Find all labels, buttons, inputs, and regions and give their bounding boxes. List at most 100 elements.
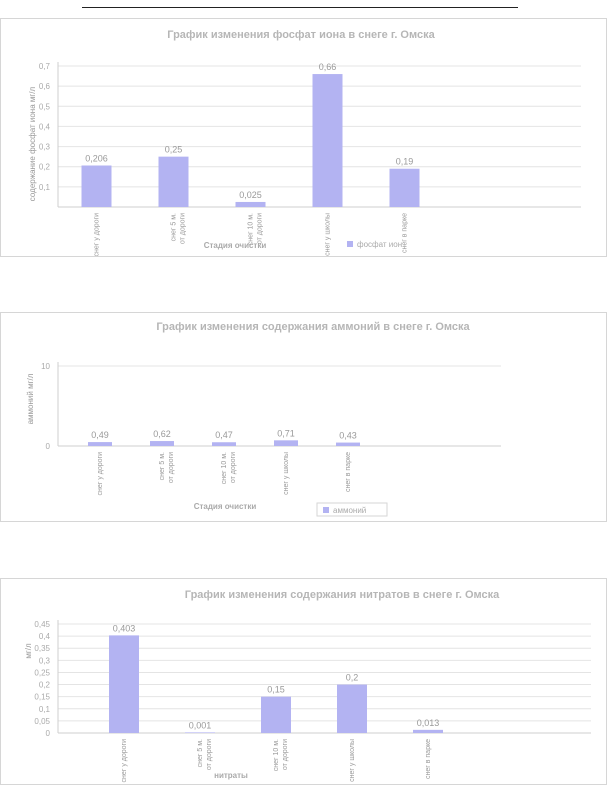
bar	[185, 732, 215, 733]
x-tick-label: снег у дороги	[121, 739, 128, 783]
x-tick-line: снег 10 м.	[248, 213, 255, 245]
y-tick-label: 0,1	[39, 705, 51, 714]
legend-box	[316, 502, 388, 517]
x-axis-title: нитраты	[214, 771, 248, 780]
x-tick-line: от дороги	[230, 452, 237, 483]
bar	[274, 440, 298, 446]
x-tick-line: снег в парке	[425, 739, 432, 779]
y-axis-title: аммоний мг/л	[26, 373, 35, 424]
x-tick-line: снег у школы	[325, 213, 332, 256]
legend-label: аммоний	[333, 506, 366, 515]
x-axis-title: Стадия очистки	[194, 502, 257, 511]
x-tick-label: снег 10 м. от дороги	[221, 452, 237, 484]
x-tick-line: снег у дороги	[97, 452, 104, 496]
y-tick-label: 0,3	[39, 656, 51, 665]
y-tick-label: 0	[46, 729, 51, 738]
y-tick-label: 0	[46, 442, 51, 451]
y-tick-label: 10	[41, 362, 50, 371]
bar	[235, 201, 266, 207]
y-tick-label: 0,45	[34, 620, 50, 629]
x-tick-line: от дороги	[180, 213, 187, 244]
data-label: 0,25	[165, 145, 183, 155]
x-tick-line: снег 5 м.	[197, 739, 204, 767]
y-axis-title: мг/л	[24, 643, 33, 659]
data-label: 0,62	[153, 429, 171, 439]
y-tick-label: 0,4	[39, 632, 51, 641]
chart-title: График изменения содержания нитратов в с…	[185, 589, 500, 601]
data-label: 0,15	[267, 685, 285, 695]
x-tick-line: снег 5 м.	[159, 452, 166, 480]
y-tick-label: 0,15	[34, 693, 50, 702]
y-tick-label: 0,5	[39, 102, 51, 111]
y-tick-label: 0,7	[39, 62, 51, 71]
y-tick-label: 0,2	[39, 681, 51, 690]
data-label: 0,19	[396, 157, 414, 167]
bar	[88, 442, 112, 446]
x-tick-line: снег 10 м.	[221, 452, 228, 484]
x-tick-line: снег 5 м.	[171, 213, 178, 241]
y-axis-title: содержание фосфат иона мг/л	[28, 86, 37, 201]
y-tick-label: 0,3	[39, 143, 51, 152]
y-tick-label: 0,1	[39, 183, 51, 192]
chart-panel-ammonium: График изменения содержания аммоний в сн…	[0, 312, 607, 522]
x-tick-line: от дороги	[168, 452, 175, 483]
chart-title: График изменения содержания аммоний в сн…	[156, 321, 470, 333]
chart-title: График изменения фосфат иона в снеге г. …	[167, 29, 435, 41]
x-tick-label: снег 5 м. от дороги	[171, 213, 187, 244]
x-tick-label: снег 10 м. от дороги	[273, 739, 289, 771]
x-tick-line: снег у школы	[283, 452, 290, 495]
x-tick-label: снег у школы	[349, 739, 356, 782]
bar	[81, 165, 112, 207]
y-tick-label: 0,05	[34, 717, 50, 726]
data-label: 0,025	[239, 190, 262, 200]
nitrates-chart: График изменения содержания нитратов в с…	[24, 589, 591, 783]
bar	[261, 696, 291, 733]
data-label: 0,43	[339, 431, 357, 441]
x-tick-line: снег в парке	[345, 452, 352, 492]
x-tick-line: снег 10 м.	[273, 739, 280, 771]
data-label: 0,66	[319, 62, 337, 72]
x-tick-label: снег у школы	[325, 213, 332, 256]
x-tick-label: снег 5 м. от дороги	[197, 739, 213, 770]
x-tick-label: снег у дороги	[97, 452, 104, 496]
y-tick-label: 0,25	[34, 668, 50, 677]
ammonium-chart: График изменения содержания аммоний в сн…	[26, 321, 501, 517]
y-tick-label: 0,6	[39, 82, 51, 91]
bar	[336, 442, 360, 446]
data-label: 0,2	[346, 673, 359, 683]
x-tick-line: снег у школы	[349, 739, 356, 782]
bar	[150, 441, 174, 446]
bar	[312, 74, 343, 207]
data-label: 0,47	[215, 430, 233, 440]
phosphate-chart: График изменения фосфат иона в снеге г. …	[28, 29, 581, 256]
y-tick-label: 0,2	[39, 163, 51, 172]
chart-panel-nitrates: График изменения содержания нитратов в с…	[0, 578, 607, 785]
chart-panel-phosphate: График изменения фосфат иона в снеге г. …	[0, 18, 607, 257]
x-tick-label: снег в парке	[345, 452, 352, 492]
x-axis-title: Стадия очистки	[204, 241, 267, 250]
top-rule	[82, 7, 518, 8]
bar	[158, 156, 189, 207]
x-tick-label: снег у школы	[283, 452, 290, 495]
data-label: 0,206	[85, 154, 108, 164]
y-tick-label: 0,4	[39, 122, 51, 131]
data-label: 0,001	[189, 720, 212, 730]
x-tick-label: снег в парке	[425, 739, 432, 779]
y-tick-label: 0,35	[34, 644, 50, 653]
data-label: 0,49	[91, 430, 109, 440]
x-tick-label: снег в парке	[402, 213, 409, 253]
x-tick-line: от дороги	[257, 213, 264, 244]
x-tick-line: снег у дороги	[94, 213, 101, 256]
data-label: 0,71	[277, 428, 295, 438]
x-tick-label: снег 5 м. от дороги	[159, 452, 175, 483]
bar	[212, 442, 236, 446]
data-label: 0,403	[113, 623, 136, 633]
legend-label: фосфат ион	[357, 240, 402, 249]
bar	[413, 729, 443, 733]
x-tick-line: от дороги	[206, 739, 213, 770]
x-tick-line: снег в парке	[402, 213, 409, 253]
legend-swatch	[323, 507, 329, 513]
x-tick-label: снег 10 м. от дороги	[248, 213, 264, 245]
bar	[389, 168, 420, 207]
x-tick-label: снег у дороги	[94, 213, 101, 256]
